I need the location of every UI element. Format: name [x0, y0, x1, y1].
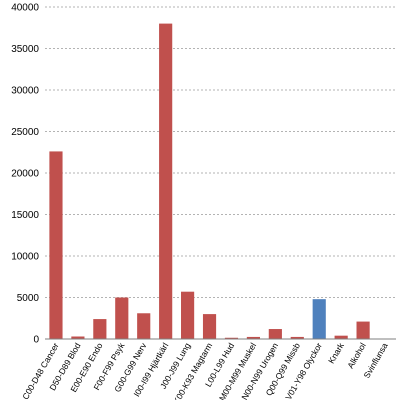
y-tick-label: 20000 — [11, 169, 39, 180]
y-tick-label: 30000 — [11, 86, 39, 97]
y-tick-label: 15000 — [11, 210, 39, 221]
x-category-label: Alkohol — [345, 341, 368, 370]
bar — [356, 321, 370, 339]
bar — [159, 23, 173, 339]
bar — [137, 313, 151, 339]
bar — [224, 337, 239, 339]
bar — [312, 299, 326, 339]
bar — [334, 335, 348, 339]
bar — [49, 151, 63, 339]
bar — [268, 329, 282, 339]
y-tick-label: 5000 — [17, 293, 40, 304]
bars — [49, 23, 370, 339]
y-axis-tick-labels: 0 5000 10000 15000 20000 25000 30000 35000 40000 — [11, 3, 39, 346]
y-tick-label: 40000 — [11, 3, 39, 14]
y-tick-label: 10000 — [11, 252, 39, 263]
bar — [93, 319, 107, 339]
bar — [181, 291, 195, 339]
y-tick-label: 0 — [33, 335, 39, 346]
y-tick-label: 25000 — [11, 127, 39, 138]
bar — [202, 314, 217, 339]
bar — [246, 336, 260, 339]
gridlines — [45, 6, 396, 298]
x-category-label: Knark — [326, 340, 346, 365]
bar — [71, 336, 85, 339]
bar — [290, 336, 304, 339]
bar — [115, 297, 129, 339]
y-tick-label: 35000 — [11, 44, 39, 55]
